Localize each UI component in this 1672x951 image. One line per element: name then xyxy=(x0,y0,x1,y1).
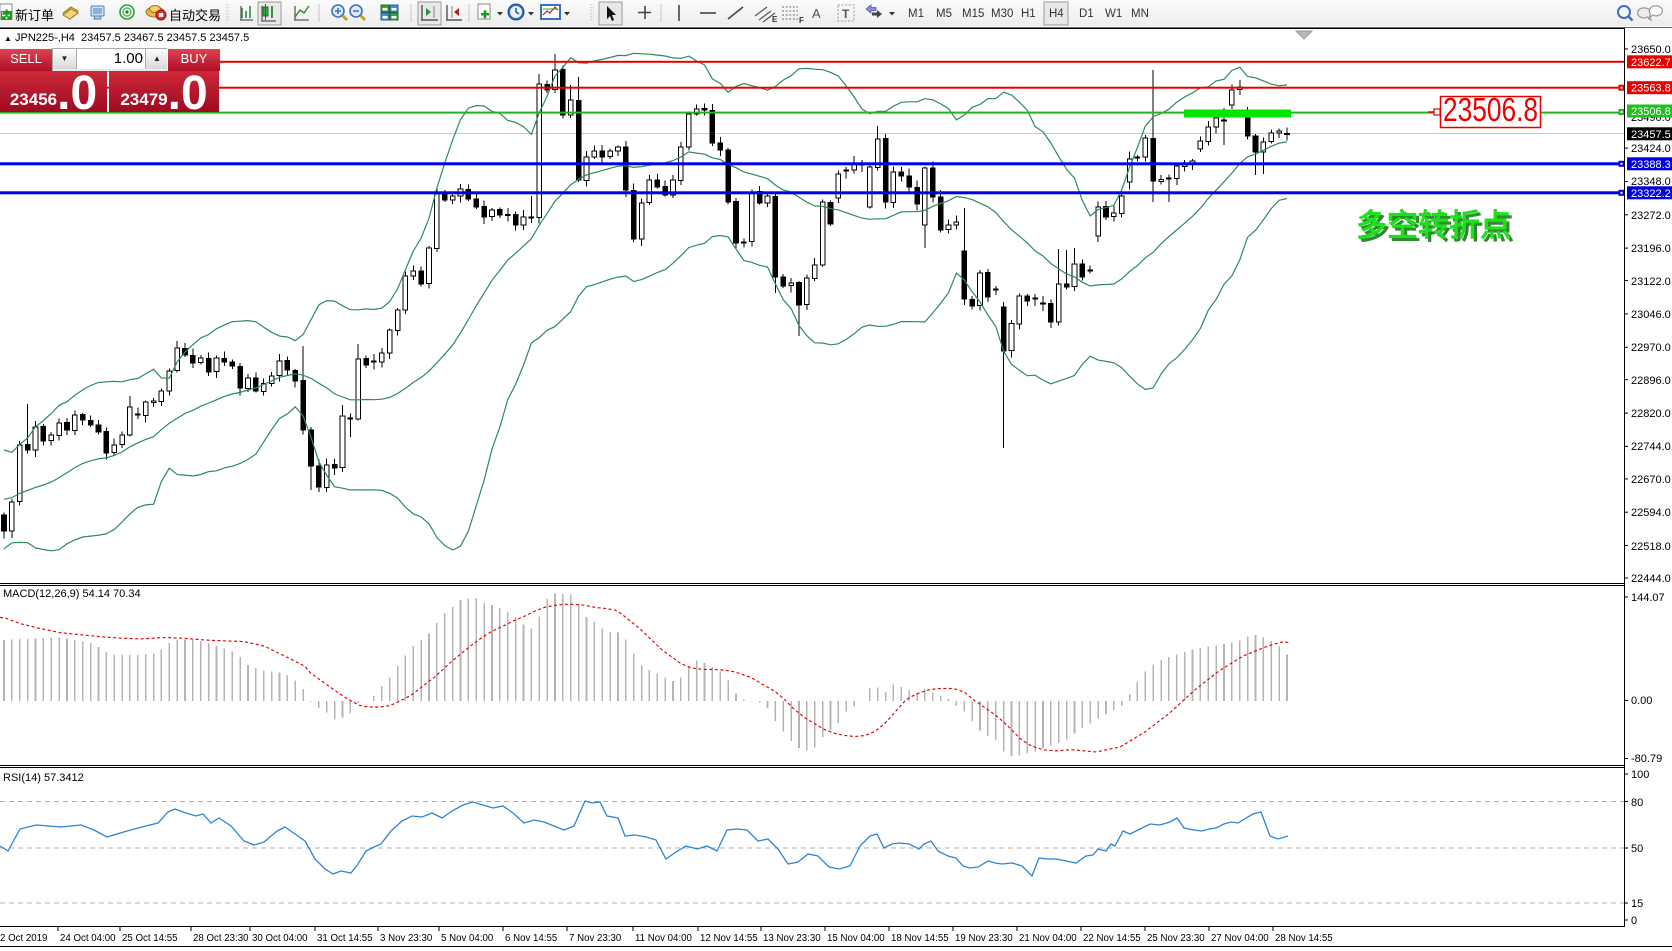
svg-text:F: F xyxy=(799,16,804,25)
svg-text:H1: H1 xyxy=(1021,8,1036,20)
svg-text:23650.0: 23650.0 xyxy=(1631,44,1671,56)
svg-text:0: 0 xyxy=(1631,915,1637,927)
svg-text:18 Nov 14:55: 18 Nov 14:55 xyxy=(891,933,949,944)
svg-text:-80.79: -80.79 xyxy=(1631,753,1662,765)
svg-text:23348.0: 23348.0 xyxy=(1631,176,1671,188)
svg-text:23122.0: 23122.0 xyxy=(1631,276,1671,288)
svg-text:T: T xyxy=(842,7,850,21)
svg-text:A: A xyxy=(812,6,821,21)
svg-text:80: 80 xyxy=(1631,797,1643,809)
svg-text:5 Nov 04:00: 5 Nov 04:00 xyxy=(441,933,494,944)
svg-text:23196.0: 23196.0 xyxy=(1631,243,1671,255)
svg-text:2 Oct 2019: 2 Oct 2019 xyxy=(0,933,47,944)
svg-text:25 Oct 14:55: 25 Oct 14:55 xyxy=(122,933,177,944)
svg-text:22518.0: 22518.0 xyxy=(1631,541,1671,553)
svg-text:31 Oct 14:55: 31 Oct 14:55 xyxy=(317,933,372,944)
svg-text:MACD(12,26,9) 54.14 70.34: MACD(12,26,9) 54.14 70.34 xyxy=(3,588,141,600)
svg-text:7 Nov 23:30: 7 Nov 23:30 xyxy=(569,933,622,944)
svg-text:MN: MN xyxy=(1131,8,1149,20)
svg-text:M5: M5 xyxy=(936,8,952,20)
svg-text:RSI(14) 57.3412: RSI(14) 57.3412 xyxy=(3,772,84,784)
svg-text:23388.3: 23388.3 xyxy=(1631,159,1671,171)
svg-text:D1: D1 xyxy=(1079,8,1094,20)
svg-text:19 Nov 23:30: 19 Nov 23:30 xyxy=(955,933,1013,944)
svg-text:23457.5: 23457.5 xyxy=(1631,129,1671,141)
svg-text:28 Oct 23:30: 28 Oct 23:30 xyxy=(193,933,249,944)
svg-text:21 Nov 04:00: 21 Nov 04:00 xyxy=(1019,933,1077,944)
svg-text:23506.8: 23506.8 xyxy=(1631,106,1671,118)
svg-text:23046.0: 23046.0 xyxy=(1631,309,1671,321)
svg-text:23622.7: 23622.7 xyxy=(1631,57,1671,69)
svg-text:144.07: 144.07 xyxy=(1631,592,1665,604)
svg-text:50: 50 xyxy=(1631,843,1643,855)
svg-text:22 Nov 14:55: 22 Nov 14:55 xyxy=(1083,933,1141,944)
svg-text:23424.0: 23424.0 xyxy=(1631,143,1671,155)
svg-text:24 Oct 04:00: 24 Oct 04:00 xyxy=(60,933,116,944)
svg-text:M30: M30 xyxy=(991,8,1013,20)
svg-text:22970.0: 22970.0 xyxy=(1631,342,1671,354)
svg-text:22444.0: 22444.0 xyxy=(1631,573,1671,585)
svg-text:23506.8: 23506.8 xyxy=(1443,91,1538,128)
svg-text:23272.0: 23272.0 xyxy=(1631,210,1671,222)
svg-text:22820.0: 22820.0 xyxy=(1631,408,1671,420)
svg-text:6 Nov 14:55: 6 Nov 14:55 xyxy=(505,933,557,944)
svg-text:23563.8: 23563.8 xyxy=(1631,83,1671,95)
svg-text:23322.2: 23322.2 xyxy=(1631,188,1671,200)
svg-text:27 Nov 04:00: 27 Nov 04:00 xyxy=(1211,933,1269,944)
svg-text:22744.0: 22744.0 xyxy=(1631,441,1671,453)
svg-text:12 Nov 14:55: 12 Nov 14:55 xyxy=(700,933,758,944)
svg-text:100: 100 xyxy=(1631,769,1649,781)
svg-text:0.00: 0.00 xyxy=(1631,695,1652,707)
svg-text:M15: M15 xyxy=(962,8,984,20)
svg-text:多空转折点: 多空转折点 xyxy=(1356,208,1511,243)
svg-text:3 Nov 23:30: 3 Nov 23:30 xyxy=(380,933,433,944)
svg-text:15 Nov 04:00: 15 Nov 04:00 xyxy=(827,933,885,944)
svg-text:22896.0: 22896.0 xyxy=(1631,375,1671,387)
svg-text:W1: W1 xyxy=(1105,8,1122,20)
svg-text:30 Oct 04:00: 30 Oct 04:00 xyxy=(252,933,308,944)
svg-text:11 Nov 04:00: 11 Nov 04:00 xyxy=(635,933,693,944)
svg-text:22670.0: 22670.0 xyxy=(1631,474,1671,486)
svg-text:多空转折点: 多空转折点 xyxy=(1359,211,1514,246)
svg-text:15: 15 xyxy=(1631,898,1643,910)
svg-text:M1: M1 xyxy=(908,8,924,20)
svg-text:22594.0: 22594.0 xyxy=(1631,507,1671,519)
svg-text:E: E xyxy=(772,15,778,24)
svg-text:25 Nov 23:30: 25 Nov 23:30 xyxy=(1147,933,1205,944)
svg-text:13 Nov 23:30: 13 Nov 23:30 xyxy=(763,933,821,944)
svg-text:28 Nov 14:55: 28 Nov 14:55 xyxy=(1275,933,1333,944)
svg-text:H4: H4 xyxy=(1049,8,1064,20)
